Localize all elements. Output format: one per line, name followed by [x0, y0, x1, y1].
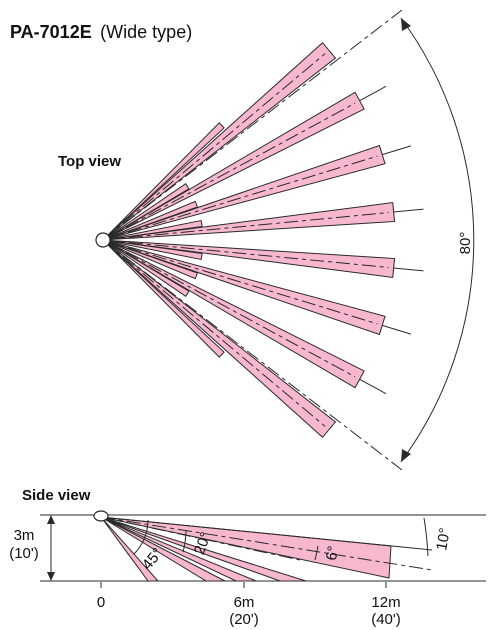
tick-label-0: 0	[97, 594, 105, 611]
arc-arrow-top	[401, 18, 411, 31]
side-beam-axis-20	[100, 516, 301, 561]
top-angle-label: 80°	[457, 232, 474, 255]
top-inner-beam-1	[102, 122, 225, 241]
top-beam-axis-7	[102, 239, 356, 378]
height-arrow-down	[47, 572, 55, 581]
top-beam-axis-3	[102, 155, 378, 241]
top-inner-beam-8	[102, 239, 225, 358]
model-name: PA-7012E	[10, 22, 92, 42]
upper-boundary-ray	[102, 9, 403, 241]
tick-label-20ft: (20')	[229, 611, 259, 628]
side-beam-20	[100, 516, 307, 582]
top-beam-axis-6	[102, 239, 378, 325]
top-inner-beam-3	[102, 200, 199, 241]
tick-label-40ft: (40')	[371, 611, 401, 628]
arc-45	[133, 519, 149, 555]
side-beam-steep-2	[100, 516, 257, 582]
top-beam-ext-5	[393, 267, 424, 272]
top-beam-axis-1	[102, 53, 326, 241]
top-beam-ext-6	[382, 324, 412, 335]
top-view-label: Top view	[58, 153, 121, 170]
height-arrow-up	[47, 515, 55, 524]
top-beam-axis-4	[102, 211, 389, 241]
height-label-m: 3m	[14, 527, 35, 544]
top-beam-3	[102, 144, 386, 241]
tick-label-6m: 6m	[234, 594, 255, 611]
top-beam-8	[102, 239, 337, 439]
tick-label-12m: 12m	[371, 594, 400, 611]
angle-arc	[400, 17, 475, 463]
model-type: (Wide type)	[100, 22, 192, 42]
top-view-beams	[102, 41, 424, 439]
top-beam-ext-3	[382, 145, 412, 156]
side-beam-steep-1	[100, 516, 226, 582]
angle-6-label: 6°	[323, 545, 342, 562]
arc-arrow-bottom	[401, 449, 411, 462]
side-beam-axis-6	[100, 516, 433, 571]
side-beam-45	[100, 516, 160, 582]
top-beam-axis-5	[102, 239, 389, 269]
side-boundary-ray	[100, 516, 433, 551]
top-beam-ext-2	[359, 85, 387, 102]
top-beam-axis-8	[102, 239, 326, 427]
top-inner-beam-4	[102, 219, 203, 241]
arc-6	[314, 545, 319, 561]
side-view-beams	[100, 516, 433, 582]
angle-20-label: 20°	[191, 530, 215, 557]
side-view-label: Side view	[22, 487, 91, 504]
sensor-origin	[95, 232, 111, 248]
top-beam-1	[102, 41, 337, 241]
top-inner-beam-6	[102, 239, 199, 280]
height-label-ft: (10')	[9, 545, 39, 562]
arc-20	[182, 529, 187, 553]
side-sensor	[93, 510, 109, 522]
arc-10	[423, 517, 429, 557]
angle-10-label: 10°	[433, 527, 454, 552]
top-beam-ext-7	[359, 378, 387, 395]
top-inner-beam-5	[102, 239, 203, 261]
top-inner-beam-2	[102, 183, 190, 241]
top-beam-axis-2	[102, 102, 356, 241]
top-inner-beam-7	[102, 239, 190, 297]
lower-boundary-ray	[102, 239, 403, 471]
top-beam-ext-4	[393, 208, 424, 213]
diagram-title: PA-7012E (Wide type)	[10, 22, 192, 42]
